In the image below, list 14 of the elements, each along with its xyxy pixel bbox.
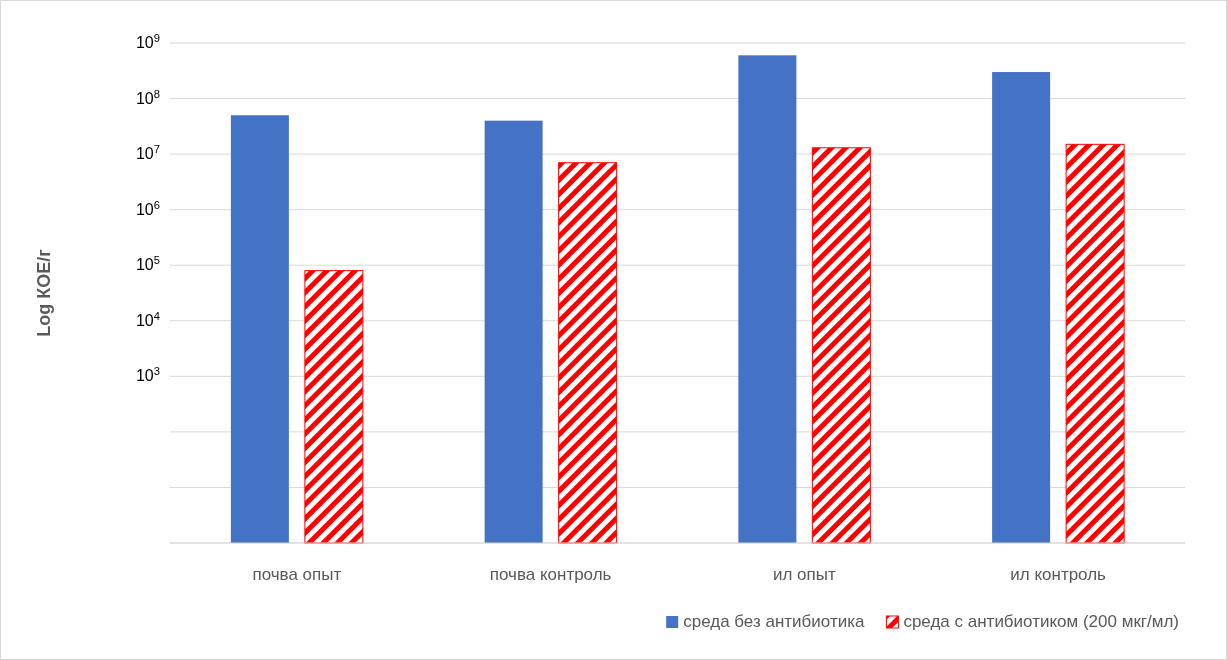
x-tick-label: ил опыт [772,565,836,584]
y-tick-label: 10$^{9}$ [135,32,160,51]
legend-label: среда без антибиотика [683,612,866,631]
x-tick-label: ил контроль [1010,565,1107,584]
y-tick-label: 10$^{4}$ [135,309,160,329]
y-tick-label: 10$^{8}$ [135,87,160,107]
y-tick-label: 10$^{6}$ [135,198,160,218]
legend-label: среда с антибиотиком (200 мкг/мл) [903,612,1180,631]
y-tick-label: 10$^{7}$ [135,143,160,163]
x-tick-label: почва опыт [252,565,342,584]
y-tick-label: 10$^{3}$ [135,365,160,385]
x-tick-label: почва контроль [489,565,612,584]
y-tick-label: 10$^{5}$ [135,254,160,274]
y-axis-title: Log КОЕ/г [34,248,54,337]
